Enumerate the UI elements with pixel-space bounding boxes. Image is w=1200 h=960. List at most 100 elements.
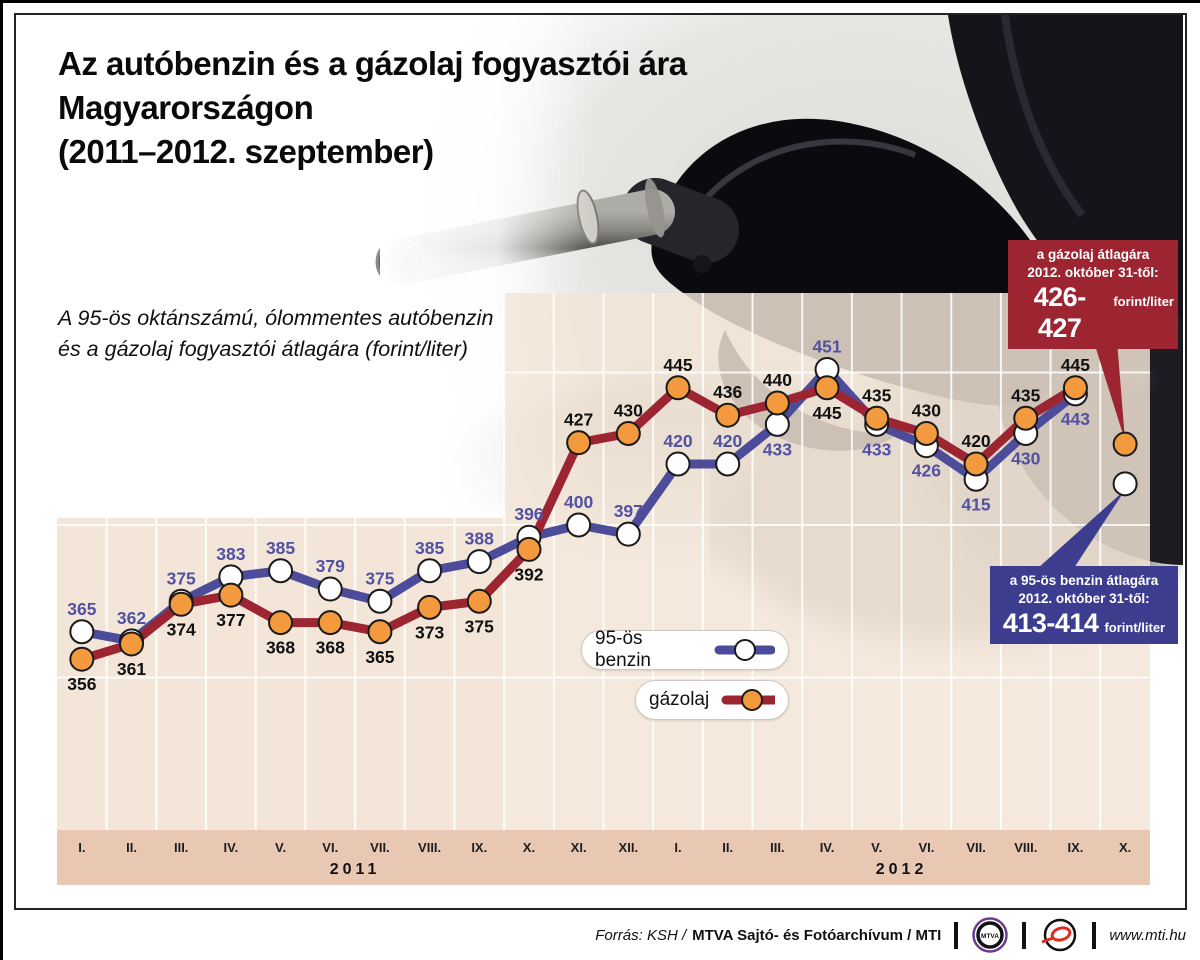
footer: Forrás: KSH / MTVA Sajtó- és Fotóarchívu… (595, 916, 1186, 954)
title-line-3: (2011–2012. szeptember) (58, 133, 434, 171)
gazolaj-marker (1062, 375, 1088, 401)
gazolaj-value-label: 430 (912, 401, 941, 421)
footer-divider (1092, 921, 1097, 949)
gazolaj-value-label: 427 (564, 410, 593, 430)
gazolaj-value-label: 368 (316, 638, 345, 658)
footer-source-archive: MTVA Sajtó- és Fotóarchívum / MTI (692, 926, 942, 944)
mti-logo-icon (1041, 918, 1077, 952)
month-label: IX. (1067, 840, 1083, 855)
benzin-value-label: 375 (365, 568, 394, 588)
gazolaj-value-label: 375 (465, 616, 494, 636)
month-label: V. (871, 840, 882, 855)
gazolaj-marker (913, 421, 939, 446)
benzin-marker (268, 558, 294, 584)
benzin-value-label: 433 (862, 439, 891, 459)
footer-source-prefix: Forrás: KSH / (595, 926, 687, 944)
gazolaj-value-label: 435 (862, 385, 891, 405)
nozzle-highlight (697, 138, 917, 207)
nozzle-knob (693, 255, 711, 273)
gazolaj-marker (268, 610, 294, 636)
benzin-marker (615, 521, 641, 547)
callout-benzin-line2: 2012. október 31-től: (1018, 590, 1150, 606)
gazolaj-marker (764, 390, 790, 416)
page-title: Az autóbenzin és a gázolaj fogyasztói ár… (58, 42, 687, 175)
benzin-value-label: 400 (564, 492, 593, 512)
gazolaj-marker (715, 402, 741, 428)
gazolaj-value-label: 377 (216, 610, 245, 630)
gazolaj-value-label: 365 (365, 647, 394, 667)
x-axis-strip (57, 830, 1150, 885)
gazolaj-value-label: 440 (763, 370, 792, 390)
benzin-value-label: 415 (961, 494, 990, 514)
benzin-marker (764, 411, 790, 437)
benzin-value-label: 443 (1061, 409, 1090, 429)
benzin-october-marker (1112, 471, 1138, 497)
gazolaj-value-label: 430 (614, 401, 643, 421)
benzin-value-label: 420 (663, 431, 692, 451)
gazolaj-marker (814, 375, 840, 401)
benzin-value-label: 420 (713, 431, 742, 451)
footer-divider (954, 921, 959, 949)
month-label: X. (1119, 840, 1131, 855)
benzin-value-label: 383 (216, 544, 245, 564)
month-label: II. (722, 840, 733, 855)
benzin-value-label: 362 (117, 608, 146, 628)
gazolaj-value-label: 435 (1011, 385, 1040, 405)
footer-divider (1022, 921, 1027, 949)
month-label: I. (78, 840, 85, 855)
gazolaj-marker (69, 646, 95, 672)
benzin-value-label: 388 (465, 529, 494, 549)
gazolaj-marker (864, 405, 890, 431)
footer-website: www.mti.hu (1109, 926, 1186, 944)
benzin-marker (317, 576, 343, 602)
benzin-marker (367, 588, 393, 614)
gazolaj-marker (1013, 405, 1039, 431)
gazolaj-marker (963, 451, 989, 477)
legend-swatch-gazolaj-icon (721, 689, 775, 711)
chart-subtitle: A 95-ös oktánszámú, ólommentes autóbenzi… (58, 303, 493, 364)
benzin-marker (417, 558, 443, 584)
legend-item-benzin: 95-ös benzin (581, 628, 789, 671)
month-label: V. (275, 840, 286, 855)
gazolaj-value-label: 373 (415, 622, 444, 642)
legend-label-gazolaj: gázolaj (649, 689, 710, 710)
month-label: VI. (322, 840, 338, 855)
callout-gazolaj-line2: 2012. október 31-től: (1027, 264, 1159, 280)
month-label: VI. (918, 840, 934, 855)
month-label: II. (126, 840, 137, 855)
callout-benzin-line1: a 95-ös benzin átlagára (1009, 573, 1159, 588)
benzin-value-label: 379 (316, 556, 345, 576)
gazolaj-value-label: 436 (713, 382, 742, 402)
benzin-value-label: 396 (514, 504, 543, 524)
benzin-value-label: 426 (912, 461, 941, 481)
svg-text:MTVA: MTVA (981, 933, 999, 940)
benzin-value-label: 397 (614, 501, 643, 521)
month-label: VIII. (418, 840, 441, 855)
subtitle-line-1: A 95-ös oktánszámú, ólommentes autóbenzi… (58, 306, 494, 330)
benzin-marker (466, 549, 492, 575)
benzin-value-label: 451 (812, 336, 841, 356)
legend-swatch-benzin-icon (714, 639, 775, 661)
callout-benzin-value: 413-414 (1002, 608, 1099, 639)
gazolaj-value-label: 374 (167, 619, 196, 639)
year-label: 2012 (876, 861, 928, 878)
benzin-callout-pointer (1038, 489, 1126, 568)
gazolaj-marker (466, 588, 492, 614)
title-line-2: Magyarországon (58, 89, 314, 127)
gazolaj-october-marker (1112, 431, 1138, 457)
month-label: I. (674, 840, 681, 855)
month-label: III. (174, 840, 188, 855)
gazolaj-marker (218, 582, 244, 608)
month-label: VII. (966, 840, 986, 855)
benzin-value-label: 433 (763, 439, 792, 459)
benzin-value-label: 375 (167, 568, 196, 588)
page-edge-left (0, 0, 3, 960)
title-line-1: Az autóbenzin és a gázolaj fogyasztói ár… (58, 45, 687, 82)
month-label: VIII. (1014, 840, 1037, 855)
gazolaj-value-label: 392 (514, 564, 543, 584)
spout-ring-2 (644, 178, 666, 238)
gazolaj-marker (615, 421, 641, 446)
month-label: IV. (820, 840, 835, 855)
